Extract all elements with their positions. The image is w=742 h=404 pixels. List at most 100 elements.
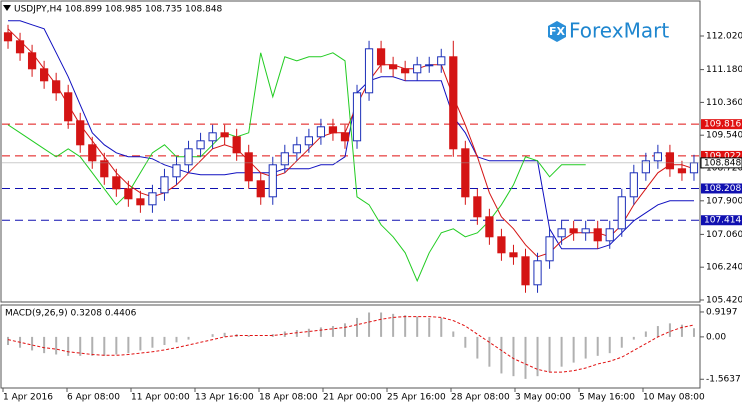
x-tick-label: 10 May 08:00 — [643, 393, 705, 403]
candle-body — [533, 260, 542, 286]
candle-body — [328, 126, 338, 134]
y-tick-label: 110.360 — [706, 98, 742, 108]
candle-body — [389, 64, 398, 70]
candle-body — [425, 64, 434, 67]
level-label: 109.816 — [704, 120, 741, 130]
candle-body — [449, 56, 458, 150]
x-tick-label: 3 May 00:00 — [515, 393, 571, 403]
last-price-box — [700, 157, 742, 169]
candle-body — [485, 216, 494, 238]
candle-body — [184, 148, 193, 166]
level-label: 108.208 — [704, 184, 741, 194]
x-tick-label: 28 Apr 08:00 — [451, 393, 510, 403]
candle-body — [15, 40, 25, 54]
candle-body — [473, 196, 482, 218]
y-tick-label: 112.020 — [706, 32, 742, 42]
level-label-box — [701, 119, 742, 130]
candle-body — [172, 164, 181, 178]
candle-body — [677, 168, 687, 174]
level-label-box — [701, 215, 742, 226]
candle-body — [401, 68, 410, 74]
y-tick-label: 109.540 — [706, 131, 742, 141]
candle-body — [76, 120, 85, 146]
candle-body — [148, 192, 157, 206]
candle-body — [509, 252, 518, 258]
x-tick-label: 25 Apr 16:00 — [387, 393, 446, 403]
y-tick-label: 107.060 — [706, 230, 742, 240]
candle-body — [641, 160, 650, 174]
candle-body — [160, 176, 169, 194]
last-price-label: 108.848 — [704, 158, 741, 168]
indicator-line — [7, 28, 695, 258]
y-tick-label: 108.720 — [706, 164, 742, 174]
macd-y-tick-label: -1.5637 — [706, 375, 741, 385]
candle-body — [3, 32, 13, 42]
candle-body — [617, 196, 626, 230]
y-tick-label: 105.420 — [706, 296, 742, 306]
macd-title: MACD(9,26,9) 0.3208 0.4406 — [5, 309, 137, 319]
x-tick-label: 6 Apr 08:00 — [67, 393, 120, 403]
candle-body — [352, 92, 362, 142]
logo-text: ForexMart — [569, 19, 669, 43]
candle-body — [605, 228, 614, 242]
candle-body — [340, 132, 350, 142]
candle-body — [136, 198, 145, 206]
level-label-box — [701, 183, 742, 194]
candle-body — [689, 162, 699, 174]
candle-body — [461, 148, 470, 198]
candle-body — [244, 152, 253, 182]
level-label: 109.022 — [704, 151, 741, 161]
logo-icon — [548, 21, 566, 42]
candle-body — [100, 160, 109, 178]
macd-y-tick-label: 0.9197 — [706, 307, 738, 317]
candle-body — [88, 144, 97, 162]
collapse-arrow[interactable] — [3, 5, 11, 11]
candle-body — [413, 64, 422, 74]
candle-body — [629, 172, 638, 198]
candle-body — [124, 188, 133, 200]
candle-body — [665, 152, 675, 170]
macd-y-tick-label: 0.00 — [706, 332, 726, 342]
candle-body — [581, 228, 590, 234]
candle-body — [521, 256, 530, 286]
x-tick-label: 5 May 16:00 — [579, 393, 635, 403]
level-label-box — [701, 150, 742, 161]
candle-body — [304, 136, 313, 146]
y-tick-label: 111.180 — [706, 65, 742, 75]
candle-body — [376, 48, 386, 66]
candle-body — [232, 136, 241, 154]
candle-body — [497, 236, 506, 254]
candle-body — [557, 228, 566, 238]
candle-body — [112, 176, 121, 190]
macd-panel — [0, 304, 701, 389]
candle-body — [569, 228, 578, 234]
x-tick-label: 21 Apr 00:00 — [323, 393, 382, 403]
macd-signal — [7, 316, 695, 373]
candle-body — [196, 140, 205, 150]
candle-body — [256, 180, 265, 198]
candle-body — [437, 56, 446, 66]
candle-body — [653, 152, 662, 162]
x-tick-label: 13 Apr 16:00 — [195, 393, 254, 403]
candle-body — [316, 126, 326, 138]
candle-body — [40, 68, 49, 82]
candle-body — [280, 152, 289, 166]
y-tick-label: 106.240 — [706, 263, 742, 273]
candle-body — [208, 132, 217, 142]
candle-body — [52, 80, 61, 94]
candle-body — [292, 144, 301, 154]
y-tick-label: 107.900 — [706, 196, 742, 206]
x-tick-label: 1 Apr 2016 — [3, 393, 53, 403]
x-tick-label: 11 Apr 00:00 — [131, 393, 190, 403]
chart-title: USDJPY,H4 108.899 108.985 108.735 108.84… — [14, 5, 223, 15]
candle-body — [27, 52, 37, 70]
candle-body — [220, 132, 229, 138]
logo-icon-text: FX — [549, 25, 566, 38]
level-label: 107.414 — [704, 216, 741, 226]
candle-body — [364, 48, 374, 94]
price-panel — [0, 0, 701, 303]
x-tick-label: 18 Apr 08:00 — [259, 393, 318, 403]
candle-body — [64, 92, 73, 122]
candle-body — [593, 228, 602, 242]
